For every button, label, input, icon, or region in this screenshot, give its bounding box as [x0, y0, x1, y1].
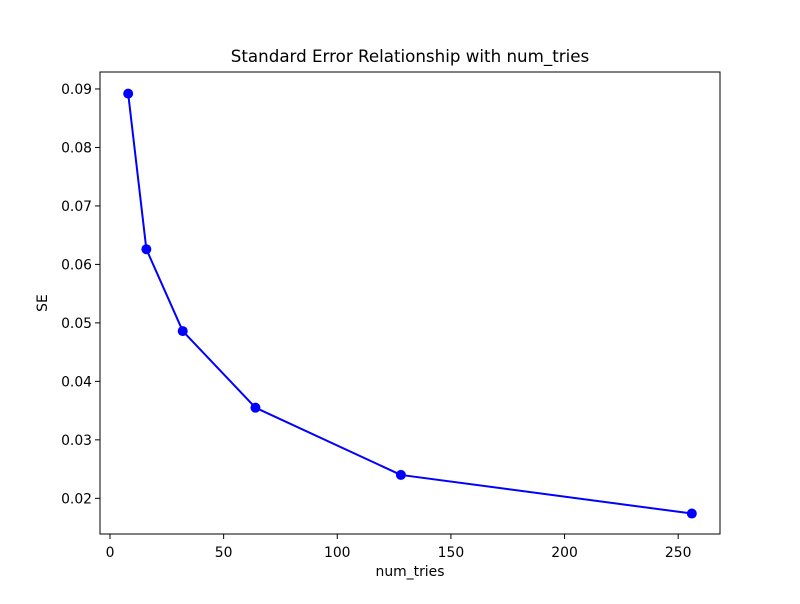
y-tick-label: 0.02	[61, 491, 92, 507]
y-tick-label: 0.05	[61, 316, 92, 332]
plot-area	[100, 72, 720, 534]
data-point-marker	[250, 402, 261, 413]
series-line	[127, 92, 693, 515]
x-tick-label: 150	[438, 545, 465, 561]
y-tick-label: 0.06	[61, 257, 92, 273]
data-point-marker	[177, 326, 188, 337]
y-tick-label: 0.08	[61, 140, 92, 156]
y-tick-label: 0.03	[61, 433, 92, 449]
axes-spines	[99, 71, 721, 535]
y-tick-label: 0.09	[61, 82, 92, 98]
x-tick-label: 100	[324, 545, 351, 561]
x-tick-label: 0	[106, 545, 115, 561]
data-point-marker	[686, 508, 697, 519]
y-axis-label: SE	[35, 294, 51, 312]
y-tick-label: 0.07	[61, 199, 92, 215]
axes-ticks: 0 50 100 150 200 250 0.02 0.03 0.04 0.05 0.06 0.07 0…	[61, 82, 691, 561]
x-tick-label: 50	[215, 545, 233, 561]
data-point-marker	[395, 469, 406, 480]
y-tick-label: 0.04	[61, 374, 92, 390]
chart-title: Standard Error Relationship with num_tri…	[231, 46, 589, 67]
x-tick-label: 200	[551, 545, 578, 561]
data-series	[123, 88, 697, 519]
data-point-marker	[141, 244, 152, 255]
x-axis-label: num_tries	[376, 564, 445, 580]
x-tick-label: 250	[665, 545, 692, 561]
data-point-marker	[123, 88, 134, 99]
